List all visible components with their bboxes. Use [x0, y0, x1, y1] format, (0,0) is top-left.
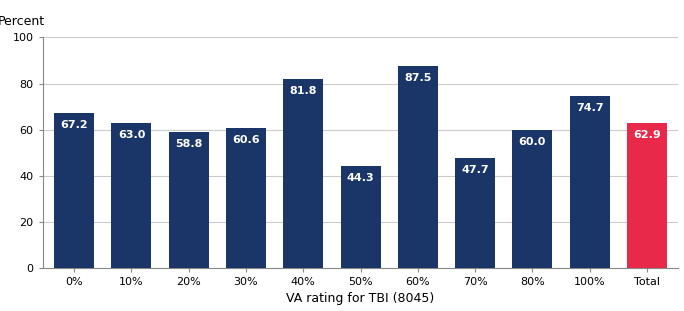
Text: 58.8: 58.8	[175, 139, 202, 149]
Text: 44.3: 44.3	[347, 173, 374, 183]
Bar	[455, 158, 495, 268]
Bar	[226, 128, 266, 268]
Bar	[512, 130, 553, 268]
Text: 47.7: 47.7	[461, 165, 489, 175]
Bar	[627, 123, 667, 268]
Bar	[341, 166, 380, 268]
Bar	[398, 66, 438, 268]
Bar	[111, 123, 151, 268]
Text: 67.2: 67.2	[60, 120, 88, 130]
Text: 62.9: 62.9	[633, 130, 661, 140]
Text: 81.8: 81.8	[289, 86, 317, 96]
Bar	[283, 79, 324, 268]
Text: 60.0: 60.0	[518, 137, 546, 146]
Bar	[169, 132, 209, 268]
Text: 63.0: 63.0	[118, 130, 145, 140]
X-axis label: VA rating for TBI (8045): VA rating for TBI (8045)	[287, 292, 434, 305]
Text: 87.5: 87.5	[404, 73, 432, 83]
Text: Percent: Percent	[0, 15, 45, 28]
Text: 60.6: 60.6	[232, 135, 260, 145]
Bar	[570, 96, 609, 268]
Bar	[54, 113, 94, 268]
Text: 74.7: 74.7	[576, 103, 603, 113]
